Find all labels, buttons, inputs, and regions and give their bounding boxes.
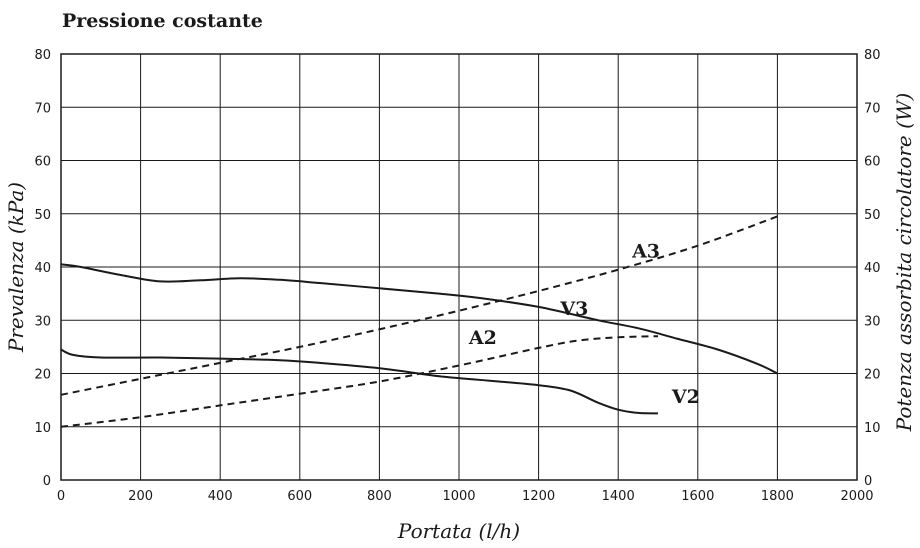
y-tick-label-right: 40 <box>864 261 881 276</box>
chart-title: Pressione costante <box>62 10 263 32</box>
x-tick-label: 1200 <box>522 489 555 504</box>
y-tick-label-right: 50 <box>864 208 881 223</box>
series-line-a2 <box>60 335 659 428</box>
grid <box>61 54 857 480</box>
curve-label-a3: A3 <box>631 240 660 262</box>
x-axis-title: Portata (l/h) <box>397 519 520 543</box>
plot-frame <box>60 53 858 481</box>
y-tick-label-right: 10 <box>864 421 881 436</box>
curve-labels: A3 V3 A2 V2 <box>468 240 700 407</box>
x-tick-label: 1800 <box>761 489 794 504</box>
y-axis-title-left: Prevalenza (kPa) <box>4 182 28 353</box>
curve-label-a2: A2 <box>468 327 497 349</box>
x-tick-label: 800 <box>367 489 392 504</box>
curve-label-v2: V2 <box>671 386 700 408</box>
y-tick-label-left: 50 <box>34 208 51 223</box>
curve-label-v3: V3 <box>559 298 588 320</box>
x-tick-label: 1600 <box>681 489 714 504</box>
x-tick-label: 200 <box>128 489 153 504</box>
x-tick-label: 2000 <box>840 489 873 504</box>
y-tick-label-left: 70 <box>34 101 51 116</box>
x-tick-label: 1000 <box>442 489 475 504</box>
y-tick-label-right: 70 <box>864 101 881 116</box>
x-tick-label: 400 <box>208 489 233 504</box>
y-tick-label-left: 30 <box>34 314 51 329</box>
y-tick-label-left: 80 <box>34 48 51 63</box>
y-tick-label-right: 30 <box>864 314 881 329</box>
x-tick-label: 0 <box>57 489 65 504</box>
y-tick-label-left: 10 <box>34 421 51 436</box>
y-tick-label-right: 20 <box>864 368 881 383</box>
y-tick-label-right: 60 <box>864 155 881 170</box>
y-tick-label-left: 0 <box>43 474 51 489</box>
y-tick-label-left: 40 <box>34 261 51 276</box>
series-line-v2 <box>60 348 659 415</box>
series-layer <box>60 215 778 428</box>
x-tick-label: 1400 <box>602 489 635 504</box>
y-tick-label-right: 0 <box>864 474 872 489</box>
y-axis-title-right: Potenza assorbita circolatore (W) <box>892 93 916 433</box>
y-tick-label-left: 60 <box>34 155 51 170</box>
y-tick-label-left: 20 <box>34 368 51 383</box>
x-tick-label: 600 <box>287 489 312 504</box>
series-line-v3 <box>60 263 778 375</box>
y-tick-label-right: 80 <box>864 48 881 63</box>
series-line-a3 <box>60 215 778 396</box>
